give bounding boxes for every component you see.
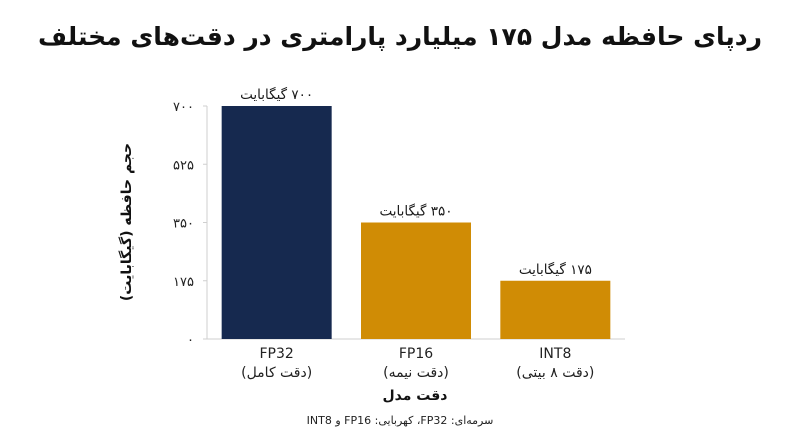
bar-data-label: ۷۰۰ گیگابایت bbox=[240, 86, 313, 103]
chart-title: ردپای حافظه مدل ۱۷۵ میلیارد پارامتری در … bbox=[37, 22, 762, 51]
category-labels: FP32 (دقت کامل) FP16 (دقت نیمه) INT8 (دقت ۸ ب… bbox=[241, 346, 594, 381]
y-tick-label: ۵۲۵ bbox=[173, 158, 194, 173]
bar-data-label: ۱۷۵ گیگابایت bbox=[519, 261, 592, 278]
x-axis-title: دقت مدل bbox=[383, 388, 448, 404]
y-axis-title: حجم حافظه (گیگابایت) bbox=[118, 143, 135, 301]
x-category-label: INT8 bbox=[539, 346, 571, 362]
y-tick-label: ۷۰۰ bbox=[173, 100, 194, 115]
bar-fp16 bbox=[361, 222, 471, 339]
y-tick-label: ۰ bbox=[187, 333, 194, 348]
chart-note: سرمه‌ای: FP32، کهربایی: FP16 و INT8 bbox=[306, 414, 494, 427]
x-category-sublabel: (دقت ۸ بیتی) bbox=[516, 365, 594, 381]
bar-data-label: ۳۵۰ گیگابایت bbox=[379, 203, 452, 220]
x-category-sublabel: (دقت نیمه) bbox=[383, 365, 449, 381]
x-category-label: FP16 bbox=[399, 346, 433, 362]
x-category-label: FP32 bbox=[260, 346, 294, 362]
y-tick-label: ۳۵۰ bbox=[173, 217, 194, 232]
y-axis-ticks: ۰ ۱۷۵ ۳۵۰ ۵۲۵ ۷۰۰ bbox=[173, 100, 207, 348]
bar-int8 bbox=[500, 280, 611, 339]
bar-fp32 bbox=[221, 106, 332, 339]
bars-group: ۷۰۰ گیگابایت ۳۵۰ گیگابایت ۱۷۵ گیگابایت bbox=[221, 86, 611, 339]
y-tick-label: ۱۷۵ bbox=[173, 275, 194, 290]
x-category-sublabel: (دقت کامل) bbox=[241, 365, 312, 381]
